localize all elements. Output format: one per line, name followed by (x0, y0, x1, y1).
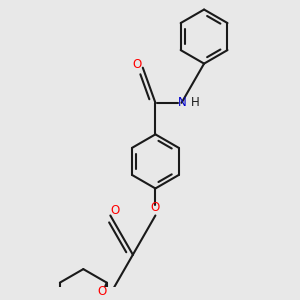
Text: O: O (133, 58, 142, 70)
Text: N: N (178, 96, 187, 109)
Text: H: H (191, 96, 200, 109)
Text: O: O (110, 204, 119, 217)
Text: O: O (151, 201, 160, 214)
Text: O: O (98, 285, 107, 298)
